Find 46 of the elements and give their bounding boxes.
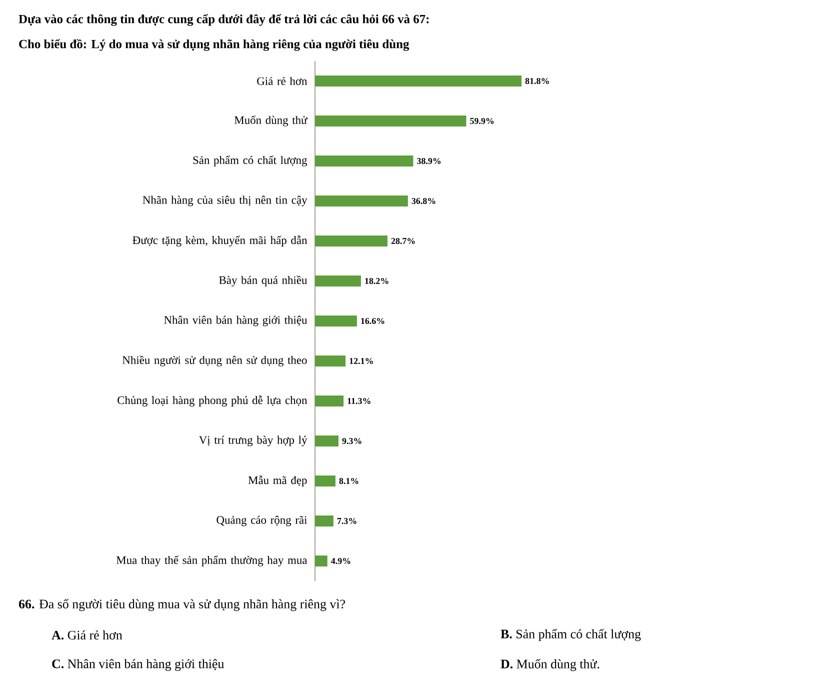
bar — [315, 355, 346, 366]
data-label: 8.1% — [339, 478, 358, 484]
y-tick-label: Vị trí trưng bày hợp lý — [198, 436, 308, 446]
y-tick-label: Nhãn hàng của siêu thị nên tin cậy — [142, 196, 308, 206]
bar — [315, 555, 328, 566]
data-label: 9.3% — [342, 438, 362, 444]
text: B. Sản phẩm có chất lượng — [500, 628, 641, 642]
data-label: 12.1% — [350, 358, 373, 364]
bar — [315, 155, 414, 166]
bar — [315, 515, 334, 526]
bar — [315, 475, 336, 486]
bar — [315, 115, 466, 126]
data-label: 28.7% — [391, 238, 415, 244]
text: Cho biểu đồ: Lý do mua và sử dụng nhãn hàng riêng của người tiêu dùng — [19, 39, 410, 51]
y-tick-label: Muốn dùng thử — [234, 116, 308, 126]
text: C. Nhân viên bán hàng giới thiệu — [52, 659, 224, 671]
data-label: 59.9% — [470, 118, 494, 124]
data-label: 18.2% — [365, 278, 388, 284]
y-tick-label: Nhiều người sử dụng nên sử dụng theo — [122, 356, 307, 366]
text: A. Giá rẻ hơn — [52, 630, 122, 640]
data-label: 16.6% — [361, 318, 384, 324]
text: D. Muốn dùng thử. — [500, 658, 600, 672]
y-tick-label: Nhân viên bán hàng giới thiệu — [164, 316, 308, 326]
data-label: 7.3% — [337, 518, 356, 524]
bar — [315, 195, 408, 206]
y-tick-label: Quảng cáo rộng rãi — [216, 516, 308, 526]
bar — [315, 75, 522, 86]
y-tick-label: Bày bán quá nhiều — [219, 276, 308, 286]
y-tick-label: Mẫu mã đẹp — [248, 476, 307, 486]
data-label: 36.8% — [412, 198, 436, 204]
data-label: 38.9% — [417, 158, 441, 164]
y-tick-label: Được tặng kèm, khuyến mãi hấp dẫn — [132, 236, 308, 246]
bar — [315, 275, 361, 286]
text: 66. Đa số người tiêu dùng mua và sử dụng nhãn hàng riêng vì? — [18, 598, 346, 612]
bar — [315, 395, 344, 406]
y-tick-label: Chủng loại hàng phong phú dễ lựa chọn — [118, 396, 308, 406]
data-label: 81.8% — [525, 78, 549, 84]
chart-title: Dựa vào các thông tin được cung cấp dưới đây để trả lời các câu hỏi 66 và 67: — [18, 14, 429, 26]
bar — [315, 235, 388, 246]
y-tick-label: Sản phẩm có chất lượng — [193, 156, 308, 166]
y-tick-label: Mua thay thế sản phẩm thường hay mua — [116, 556, 308, 566]
bar — [315, 315, 357, 326]
data-label: 11.3% — [348, 398, 370, 404]
bar — [315, 435, 338, 446]
y-tick-label: Giá rẻ hơn — [257, 76, 308, 86]
data-label: 4.9% — [331, 558, 350, 564]
